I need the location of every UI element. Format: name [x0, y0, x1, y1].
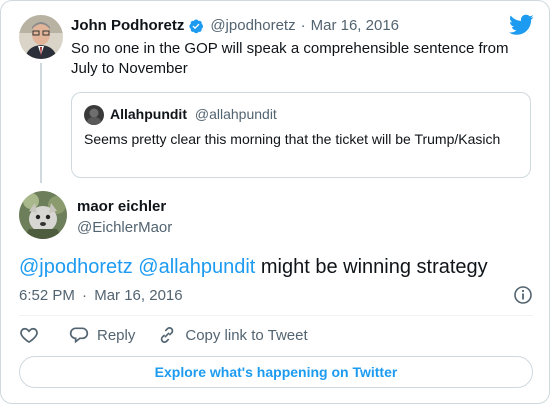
link-icon [161, 327, 174, 343]
main-author-name[interactable]: maor eichler [77, 198, 167, 215]
copy-link-label: Copy link to Tweet [185, 326, 308, 344]
reply-label: Reply [97, 326, 136, 344]
quoted-author-avatar [84, 105, 104, 125]
parent-tweet-date[interactable]: Mar 16, 2016 [310, 17, 399, 34]
mention-link[interactable]: @allahpundit [138, 256, 256, 278]
explore-twitter-button[interactable]: Explore what's happening on Twitter [19, 356, 533, 388]
parent-tweet-text: So no one in the GOP will speak a compre… [71, 40, 509, 77]
tweet-date: Mar 16, 2016 [94, 287, 183, 304]
quoted-author-handle: @allahpundit [194, 106, 277, 122]
quoted-tweet-card[interactable]: Allahpundit @allahpundit Seems pretty cl… [71, 92, 531, 178]
header-separator: · [300, 17, 306, 34]
main-author-avatar[interactable] [19, 191, 67, 239]
quoted-tweet-header: Allahpundit @allahpundit [110, 106, 277, 122]
main-tweet-body: might be winning strategy [260, 256, 488, 278]
mention-link[interactable]: @jpodhoretz [19, 256, 133, 278]
reply-button[interactable]: Reply [69, 325, 135, 345]
twitter-bird-icon[interactable] [509, 14, 534, 36]
main-tweet-text: @jpodhoretz @allahpundit might be winnin… [19, 255, 488, 279]
parent-author-avatar[interactable] [19, 15, 63, 59]
copy-link-button[interactable]: Copy link to Tweet [157, 325, 308, 345]
parent-tweet-header: John Podhoretz @jpodhoretz · Mar 16, 201… [71, 17, 399, 34]
thread-connector-line [40, 63, 42, 183]
quoted-tweet-text: Seems pretty clear this morning that the… [84, 131, 501, 147]
verified-badge-icon [188, 18, 204, 34]
parent-author-handle[interactable]: @jpodhoretz [210, 17, 296, 34]
tweet-timestamp[interactable]: 6:52 PM · Mar 16, 2016 [19, 287, 183, 304]
tweet-actions-bar: Reply Copy link to Tweet [19, 325, 330, 345]
divider [19, 315, 533, 316]
quoted-author-name: Allahpundit [110, 106, 187, 122]
timestamp-separator: · [82, 287, 88, 304]
parent-author-name[interactable]: John Podhoretz [71, 17, 185, 34]
main-author-handle[interactable]: @EichlerMaor [77, 219, 173, 236]
info-icon[interactable] [513, 285, 533, 305]
like-button[interactable] [19, 325, 47, 345]
tweet-time: 6:52 PM [19, 287, 75, 304]
reply-bubble-icon [69, 327, 89, 344]
heart-icon [20, 327, 38, 344]
